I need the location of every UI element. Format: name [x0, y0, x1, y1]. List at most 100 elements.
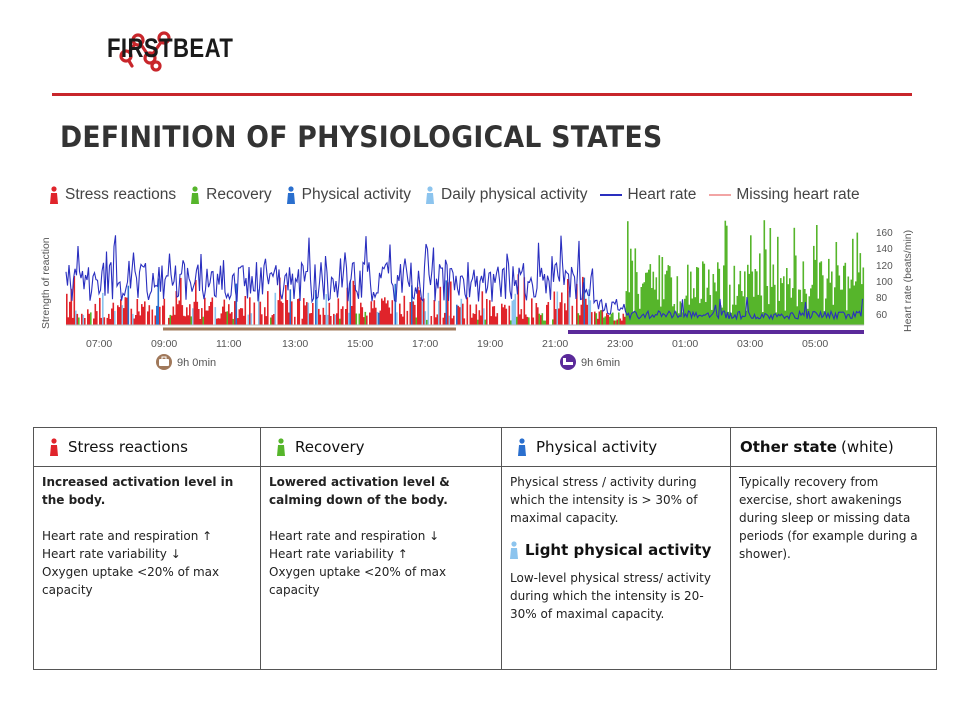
- activity-bar: [117, 305, 119, 325]
- activity-bar: [369, 312, 371, 325]
- activity-bar: [834, 287, 836, 325]
- activity-bar: [832, 304, 835, 325]
- activity-bar: [244, 296, 247, 325]
- activity-bar: [568, 290, 571, 325]
- activity-bar: [187, 315, 190, 325]
- cell-recovery: Lowered activation level & calming down …: [260, 466, 502, 670]
- activity-bar: [94, 303, 97, 325]
- activity-bar: [655, 277, 658, 325]
- activity-bar: [109, 319, 112, 325]
- activity-bar: [693, 288, 695, 325]
- activity-bar: [504, 304, 506, 325]
- legend-label: Daily physical activity: [441, 186, 588, 203]
- activity-bar: [856, 232, 859, 325]
- activity-bar: [850, 279, 853, 325]
- activity-bar: [685, 295, 688, 325]
- activity-bar: [516, 316, 518, 325]
- activity-bar: [541, 313, 544, 325]
- other-text: Typically recovery from exercise, short …: [739, 475, 918, 561]
- activity-bar: [811, 284, 814, 325]
- activity-bar: [571, 305, 574, 325]
- activity-bar: [625, 291, 628, 325]
- activity-bar: [177, 304, 179, 325]
- activity-bar: [406, 310, 409, 325]
- activity-bar: [523, 277, 526, 325]
- activity-bar: [186, 307, 188, 325]
- activity-bar: [756, 271, 758, 325]
- activity-bar: [372, 308, 374, 325]
- activity-bar: [184, 316, 187, 325]
- activity-bar: [280, 301, 283, 325]
- activity-bar: [577, 313, 580, 325]
- activity-bar: [478, 310, 481, 325]
- activity-bar: [501, 303, 503, 325]
- activity-bar: [706, 287, 709, 325]
- activity-bar: [633, 311, 635, 325]
- activity-bar: [808, 296, 811, 325]
- activity-bar: [621, 320, 623, 325]
- activity-bar: [133, 318, 136, 325]
- activity-bar: [798, 289, 800, 325]
- activity-bar: [271, 315, 274, 325]
- activity-bar: [424, 311, 427, 325]
- activity-bar: [306, 302, 308, 325]
- activity-bar: [736, 295, 739, 325]
- activity-bar: [259, 301, 262, 325]
- cell-stress: Increased activation level in the body. …: [33, 466, 261, 670]
- stress-lead: Increased activation level in the body.: [42, 475, 234, 507]
- activity-bar: [355, 313, 358, 325]
- activity-bar: [181, 305, 184, 325]
- activity-bar: [363, 317, 365, 325]
- header-stress: Stress reactions: [33, 427, 261, 467]
- activity-bar: [690, 271, 692, 325]
- activity-bar: [387, 300, 389, 325]
- x-tick: 03:00: [737, 338, 763, 350]
- activity-bar: [735, 304, 737, 325]
- activity-bar: [201, 308, 203, 325]
- activity-bar: [816, 225, 818, 325]
- activity-bar: [376, 311, 379, 325]
- legend-heart-rate: Heart rate: [600, 186, 696, 204]
- x-tick: 13:00: [282, 338, 308, 350]
- briefcase-icon: [156, 354, 172, 370]
- activity-bar: [444, 312, 446, 325]
- activity-bar: [508, 305, 511, 325]
- activity-bar: [505, 308, 508, 325]
- activity-bar: [211, 297, 214, 325]
- activity-bar: [733, 265, 736, 325]
- activity-bar: [114, 311, 116, 325]
- activity-bar: [778, 300, 781, 325]
- activity-bar: [700, 298, 703, 325]
- activity-bar: [108, 313, 110, 325]
- legend-missing-heart-rate: Missing heart rate: [709, 186, 860, 204]
- header-activity: Physical activity: [501, 427, 731, 467]
- activity-bar: [496, 313, 499, 325]
- activity-bar: [697, 267, 700, 325]
- activity-bar: [538, 313, 541, 325]
- missing-heart-rate-line-icon: [709, 194, 732, 196]
- activity-bar: [207, 310, 209, 325]
- stress-person-icon: [50, 186, 58, 204]
- activity-bar: [532, 317, 535, 325]
- activity-bar: [712, 274, 715, 325]
- activity-bar: [835, 242, 838, 325]
- activity-bar: [751, 271, 754, 325]
- activity-bar: [118, 307, 121, 325]
- activity-bar: [78, 317, 80, 325]
- activity-bar: [631, 260, 634, 325]
- activity-bar: [652, 271, 655, 325]
- activity-bar: [303, 298, 305, 325]
- activity-bar: [141, 304, 143, 325]
- x-tick: 07:00: [86, 338, 112, 350]
- activity-bar: [619, 318, 622, 325]
- activity-bar: [471, 317, 473, 325]
- light-activity-person-icon: [510, 541, 518, 559]
- activity-bar: [543, 320, 545, 325]
- activity-bar: [175, 291, 178, 325]
- activity-bar: [481, 291, 484, 325]
- activity-bar: [381, 298, 383, 325]
- activity-bar: [267, 291, 269, 325]
- stress-person-icon: [50, 438, 58, 456]
- activity-bar: [66, 293, 68, 325]
- activity-bar: [174, 314, 176, 325]
